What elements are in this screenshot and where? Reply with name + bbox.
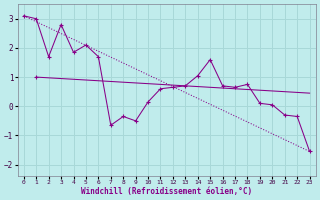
X-axis label: Windchill (Refroidissement éolien,°C): Windchill (Refroidissement éolien,°C) (81, 187, 252, 196)
